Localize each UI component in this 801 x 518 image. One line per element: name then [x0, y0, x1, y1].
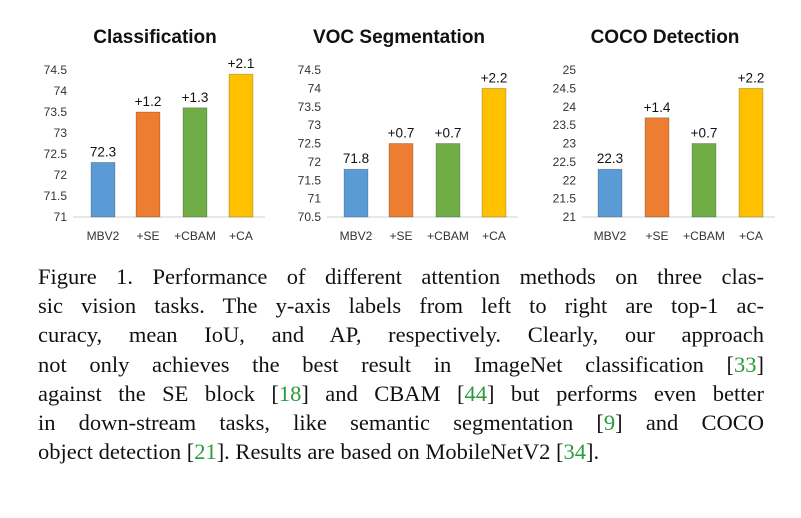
chart-title: VOC Segmentation [313, 27, 485, 48]
category-label: +SE [389, 229, 412, 243]
y-tick-label: 71.5 [44, 189, 68, 203]
y-tick-label: 25 [563, 63, 577, 77]
bar-mbv2 [343, 168, 369, 218]
caption-text: Figure 1. Performance of different atten… [38, 264, 764, 289]
category-label: +CBAM [683, 229, 725, 243]
data-label: 72.3 [90, 144, 116, 159]
y-tick-label: 71 [308, 192, 322, 206]
citation-link[interactable]: 21 [194, 439, 217, 465]
y-tick-label: 72.5 [298, 137, 322, 151]
y-tick-label: 71 [54, 210, 68, 224]
bar-plus-cbam [182, 107, 208, 218]
y-tick-label: 73.5 [298, 100, 322, 114]
y-tick-label: 70.5 [298, 210, 322, 224]
bar-plus-cbam [435, 143, 461, 218]
y-tick-label: 74 [54, 84, 68, 98]
y-tick-label: 71.5 [298, 173, 322, 187]
y-tick-label: 21 [563, 210, 577, 224]
caption-text: ]. Results are based on MobileNetV2 [ [216, 439, 564, 465]
caption-line: in down-stream tasks, like semantic segm… [38, 408, 764, 437]
y-tick-label: 23 [563, 137, 577, 151]
bar-plus-ca [228, 73, 254, 218]
category-label: +CA [229, 229, 253, 243]
y-tick-label: 74 [308, 81, 322, 95]
data-label: +2.1 [228, 56, 255, 71]
caption-text: ] and COCO [615, 410, 765, 436]
y-tick-label: 73.5 [44, 105, 68, 119]
category-label: +CBAM [174, 229, 216, 243]
y-tick-label: 22.5 [553, 155, 577, 169]
y-tick-label: 74.5 [298, 63, 322, 77]
caption-text: against the SE block [ [38, 380, 279, 406]
caption-text: in down-stream tasks, like semantic segm… [38, 410, 604, 436]
category-label: +CA [739, 229, 763, 243]
category-label: +SE [645, 229, 668, 243]
caption-text: curacy, mean IoU, and AP, respectively. … [38, 322, 764, 348]
citation-link[interactable]: 44 [464, 380, 487, 406]
data-label: +0.7 [435, 126, 462, 141]
category-label: MBV2 [340, 229, 373, 243]
figure-caption: Figure 1. Performance of different atten… [38, 262, 764, 466]
y-tick-label: 72.5 [44, 147, 68, 161]
y-tick-label: 22 [563, 173, 577, 187]
data-label: +1.2 [135, 94, 162, 109]
caption-text: not only achieves the best result in Ima… [38, 351, 734, 377]
category-label: MBV2 [594, 229, 627, 243]
y-tick-label: 73 [308, 118, 322, 132]
chart-title: COCO Detection [591, 27, 740, 48]
bar-plus-se [135, 111, 161, 218]
y-tick-label: 24 [563, 100, 577, 114]
bar-plus-se [644, 117, 670, 218]
data-label: +0.7 [388, 126, 415, 141]
caption-text: object detection [ [38, 439, 195, 465]
y-tick-label: 73 [54, 126, 68, 140]
caption-line: sic vision tasks. The y-axis labels from… [38, 291, 764, 320]
caption-text: sic vision tasks. The y-axis labels from… [38, 293, 764, 319]
category-label: MBV2 [87, 229, 120, 243]
y-tick-label: 74.5 [44, 63, 68, 77]
citation-link[interactable]: 33 [734, 351, 757, 377]
bar-plus-se [388, 143, 414, 218]
data-label: 71.8 [343, 151, 369, 166]
caption-text: ]. [585, 439, 600, 465]
caption-line: Figure 1. Performance of different atten… [38, 262, 764, 291]
charts-figure: Classification 71 71.5 72 72.5 73 73.5 74 74.5 72… [44, 27, 775, 243]
data-label: +0.7 [691, 126, 718, 141]
category-label: +CA [482, 229, 506, 243]
y-tick-label: 72 [54, 168, 68, 182]
data-label: +2.2 [481, 70, 508, 85]
chart-2: VOC Segmentation 70.5 71 71.5 72 72.5 73 73.5 74… [298, 27, 518, 243]
bar-plus-cbam [691, 143, 717, 218]
citation-link[interactable]: 18 [278, 380, 302, 406]
bar-mbv2 [90, 161, 116, 218]
category-label: +CBAM [427, 229, 469, 243]
y-tick-label: 24.5 [553, 81, 577, 95]
chart-1: Classification 71 71.5 72 72.5 73 73.5 74 74.5 72… [44, 27, 265, 243]
caption-text: ] but performs even better [486, 380, 764, 406]
caption-line: object detection [21]. Results are based… [38, 437, 764, 466]
caption-text: ] [756, 351, 765, 377]
data-label: +2.2 [738, 70, 765, 85]
data-label: +1.4 [644, 100, 671, 115]
y-tick-label: 23.5 [553, 118, 577, 132]
y-tick-label: 72 [308, 155, 322, 169]
caption-line: not only achieves the best result in Ima… [38, 350, 764, 379]
bar-plus-ca [738, 87, 764, 218]
data-label: 22.3 [597, 151, 623, 166]
bar-mbv2 [597, 168, 623, 218]
caption-line: curacy, mean IoU, and AP, respectively. … [38, 320, 764, 349]
caption-text: ] and CBAM [ [301, 380, 465, 406]
caption-line: against the SE block [18] and CBAM [44] … [38, 379, 764, 408]
citation-link[interactable]: 34 [563, 439, 586, 465]
y-tick-label: 21.5 [553, 192, 577, 206]
category-label: +SE [136, 229, 159, 243]
bar-plus-ca [481, 87, 507, 218]
chart-3: COCO Detection 21 21.5 22 22.5 23 23.5 24 24.5 25… [553, 27, 775, 243]
chart-title: Classification [93, 27, 217, 48]
citation-link[interactable]: 9 [603, 410, 616, 436]
data-label: +1.3 [182, 90, 209, 105]
